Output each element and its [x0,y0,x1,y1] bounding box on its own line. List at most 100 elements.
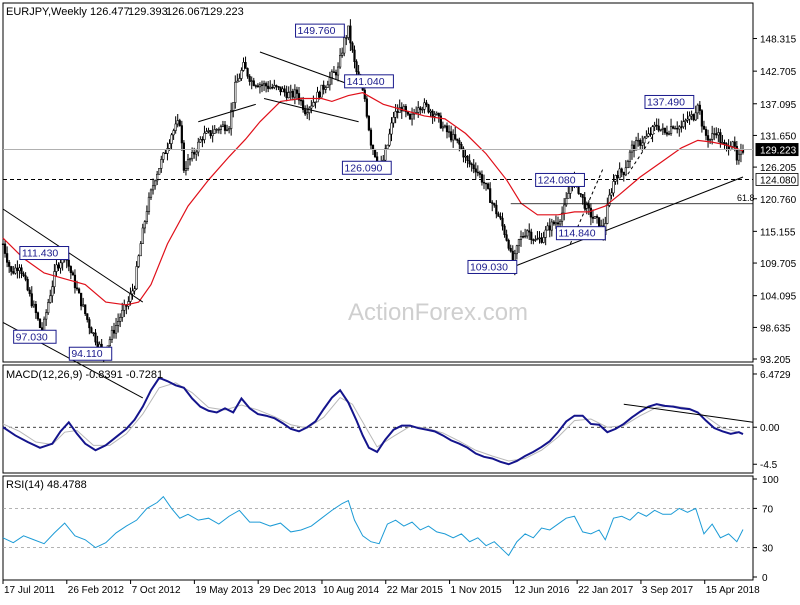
rsi-tick-label: 0 [762,573,768,584]
candle-body [203,132,206,140]
candle-body [258,84,262,88]
candle-body [34,303,37,314]
candle-body [497,213,500,217]
candle-body [275,85,278,87]
candle-body [147,196,151,212]
candle-body [665,132,669,135]
candle-body [108,339,111,347]
candle-body [435,112,438,115]
candle-body [26,279,29,291]
candle-body [306,112,309,115]
candle-body [466,155,469,161]
x-tick-label: 22 Jan 2017 [578,585,633,596]
x-tick-label: 15 Apr 2018 [706,585,760,596]
price-annotation-label: 137.490 [647,96,685,108]
candle-body [429,110,432,113]
candle-body [404,106,407,113]
candle-body [482,181,486,184]
price-tick-label: 115.155 [760,227,796,238]
candle-body [22,273,25,277]
candle-body [509,247,512,252]
candle-body [538,237,541,239]
candle-body [711,133,714,140]
price-tick-label: 142.705 [760,67,797,78]
rsi-tick-label: 100 [762,475,779,486]
candle-body [295,89,299,94]
candle-body [256,85,259,88]
price-annotation-label: 114.840 [558,228,595,240]
candle-body [88,319,91,329]
candle-body [176,120,179,125]
candle-body [628,151,632,162]
rsi-panel: 100 70 30 0 [2,475,779,584]
candle-body [236,80,239,83]
trendline [263,98,359,123]
candle-body [421,109,424,111]
candle-body [715,133,718,136]
candle-body [314,101,317,104]
candle-body [606,205,609,224]
price-tick-label: 131.650 [760,131,797,142]
candle-body [197,141,200,153]
candle-body [408,113,412,120]
candle-body [598,217,601,228]
x-tick-label: 19 May 2013 [195,585,253,596]
candle-body [394,111,397,118]
candle-body [332,71,336,73]
candle-body [371,144,375,150]
candle-body [655,124,658,127]
macd-line [2,376,744,466]
candle-body [635,140,638,151]
candle-body [702,125,706,130]
candle-body [733,141,736,147]
x-tick-label: 26 Feb 2012 [68,585,125,596]
trendline [2,208,144,303]
candle-body [14,267,17,274]
price-annotation-box [644,94,695,109]
candle-body [262,83,266,86]
rsi-line [2,495,744,557]
price-annotation-box [467,259,518,274]
candle-body [151,185,155,191]
candle-body [351,42,354,51]
candle-body [624,167,627,176]
price-annotation-label: 124.080 [538,174,576,186]
candle-body [530,231,533,241]
candle-body [343,37,346,54]
candle-body [250,80,253,82]
x-tick-label: 7 Oct 2012 [132,585,181,596]
price-annotation-label: 94.110 [71,348,102,360]
macd-panel-frame [2,364,754,474]
candle-body [653,124,656,127]
candle-body [515,245,518,255]
candle-body [536,238,539,240]
candle-body [82,304,85,307]
candle-body [534,239,537,241]
x-tick-label: 22 Mar 2015 [387,585,444,596]
candle-body [80,292,83,307]
candle-body [129,293,132,302]
candle-body [304,109,307,115]
ohlc-low: 126.067 [166,6,206,18]
candle-body [447,131,451,133]
macd-signal-line [2,382,744,462]
candle-body [737,153,740,161]
candle-body [92,332,95,334]
candle-body [550,221,553,231]
candle-body [460,143,463,150]
candle-body [217,129,220,131]
price-tick-label: 148.315 [760,35,797,46]
candle-body [316,91,319,103]
candle-body [248,75,251,82]
candle-body [367,116,370,131]
candle-body [267,85,270,89]
trendline [198,103,256,123]
candle-body [556,222,560,225]
price-tick-label: 98.635 [760,323,791,334]
candle-body [90,327,93,334]
candle-body [493,203,496,206]
candle-body [195,151,198,155]
candle-body [339,55,342,68]
